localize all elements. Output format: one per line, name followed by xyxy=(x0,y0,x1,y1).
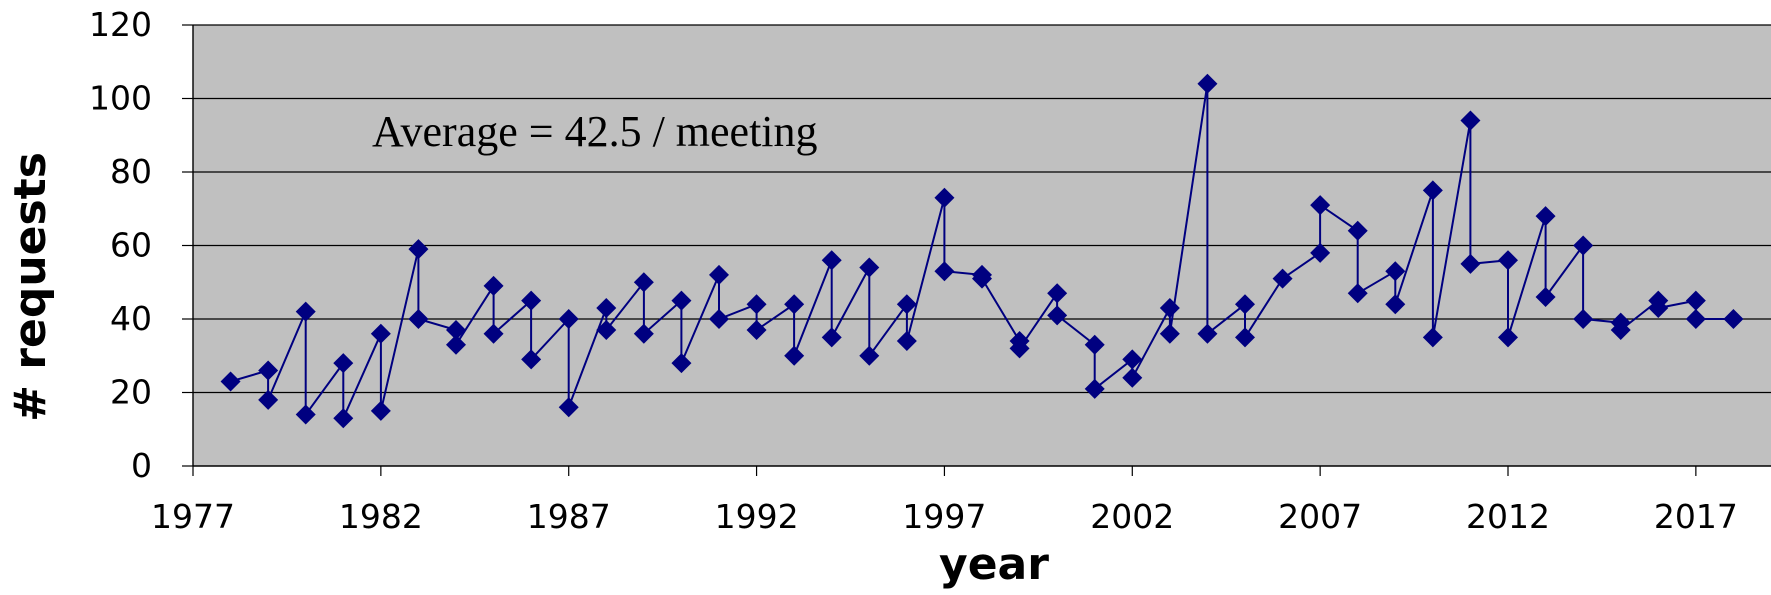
data-point xyxy=(558,397,579,418)
data-point xyxy=(1535,206,1556,227)
data-point xyxy=(483,323,504,344)
data-point xyxy=(408,309,429,329)
data-point xyxy=(821,327,842,348)
data-point xyxy=(1498,327,1518,348)
data-point xyxy=(671,353,692,374)
data-point xyxy=(671,290,692,311)
data-point xyxy=(746,294,767,315)
data-point xyxy=(1610,320,1631,341)
data-point xyxy=(896,294,917,315)
data-point xyxy=(1385,294,1406,315)
data-series xyxy=(220,73,1744,429)
data-point xyxy=(784,345,805,366)
data-point xyxy=(1422,180,1443,201)
data-point xyxy=(1235,294,1255,315)
data-point xyxy=(1685,290,1706,311)
data-point xyxy=(1197,323,1218,344)
x-tick-label: 1977 xyxy=(151,497,235,536)
y-tick-label: 80 xyxy=(110,152,152,191)
data-point xyxy=(972,268,992,289)
data-point xyxy=(295,404,316,425)
y-tick-label: 40 xyxy=(110,299,152,338)
data-point xyxy=(1047,283,1068,304)
data-point xyxy=(1159,297,1180,318)
data-point xyxy=(709,264,729,285)
data-point xyxy=(1084,378,1105,399)
data-point xyxy=(1573,235,1594,256)
data-point xyxy=(1723,309,1744,329)
data-point xyxy=(521,349,542,370)
data-point xyxy=(446,320,466,341)
x-axis-title: year xyxy=(939,539,1049,590)
x-tick-label: 2017 xyxy=(1654,497,1738,536)
data-point xyxy=(821,250,842,271)
data-point xyxy=(1460,110,1481,131)
data-point xyxy=(1535,286,1556,307)
data-point xyxy=(1084,334,1105,355)
data-point xyxy=(596,297,617,318)
gridlines xyxy=(193,24,1771,394)
data-point xyxy=(596,320,617,341)
data-point xyxy=(1009,338,1030,359)
data-point xyxy=(1422,327,1443,348)
y-axis-ticks: 0 20 40 60 80 100 120 xyxy=(89,5,193,485)
y-tick-label: 60 xyxy=(110,226,152,265)
data-point xyxy=(1573,309,1594,329)
data-point xyxy=(1047,305,1068,326)
y-tick-label: 120 xyxy=(89,5,152,44)
data-point xyxy=(1159,323,1180,344)
x-tick-label: 1992 xyxy=(715,497,799,536)
data-point xyxy=(1685,309,1706,329)
data-point xyxy=(746,320,767,341)
data-point xyxy=(934,261,955,282)
data-point xyxy=(1235,327,1255,348)
data-point xyxy=(1460,253,1481,274)
x-tick-label: 2012 xyxy=(1466,497,1550,536)
y-axis-title: # requests xyxy=(5,152,56,422)
data-point xyxy=(333,353,354,374)
y-tick-label: 0 xyxy=(131,446,152,485)
x-tick-label: 1987 xyxy=(527,497,611,536)
data-point xyxy=(1347,220,1368,241)
x-axis-ticks: 1977 1982 1987 1992 1997 2002 2007 2012 2017 xyxy=(151,466,1738,536)
y-tick-label: 100 xyxy=(89,79,152,118)
data-point xyxy=(1648,297,1669,318)
data-point xyxy=(1197,73,1218,94)
y-tick-label: 20 xyxy=(110,373,152,412)
data-point xyxy=(1122,349,1143,370)
data-point xyxy=(1122,367,1143,388)
data-point xyxy=(295,301,316,322)
data-point xyxy=(784,294,805,315)
x-tick-label: 1997 xyxy=(902,497,986,536)
data-point xyxy=(220,371,241,392)
data-point xyxy=(934,187,955,208)
x-tick-label: 2007 xyxy=(1278,497,1362,536)
data-point xyxy=(370,323,391,344)
data-point xyxy=(859,345,880,366)
data-point xyxy=(1347,283,1368,304)
data-point xyxy=(521,290,542,311)
data-point xyxy=(258,360,279,381)
data-point xyxy=(709,309,729,329)
x-tick-label: 1982 xyxy=(339,497,423,536)
data-point xyxy=(1498,250,1518,271)
data-point xyxy=(1272,268,1293,289)
data-point xyxy=(258,389,279,410)
data-point xyxy=(633,272,654,293)
data-point xyxy=(1310,242,1331,263)
x-tick-label: 2002 xyxy=(1090,497,1174,536)
data-point xyxy=(370,400,391,421)
data-point xyxy=(446,334,466,355)
data-point xyxy=(558,309,579,329)
average-annotation: Average = 42.5 / meeting xyxy=(372,107,818,156)
data-point xyxy=(896,331,917,352)
data-point xyxy=(333,408,354,429)
data-point xyxy=(633,323,654,344)
data-point xyxy=(1385,261,1406,282)
data-point xyxy=(408,239,429,260)
data-point xyxy=(483,275,504,296)
data-point xyxy=(1310,195,1331,216)
data-point xyxy=(859,257,880,278)
